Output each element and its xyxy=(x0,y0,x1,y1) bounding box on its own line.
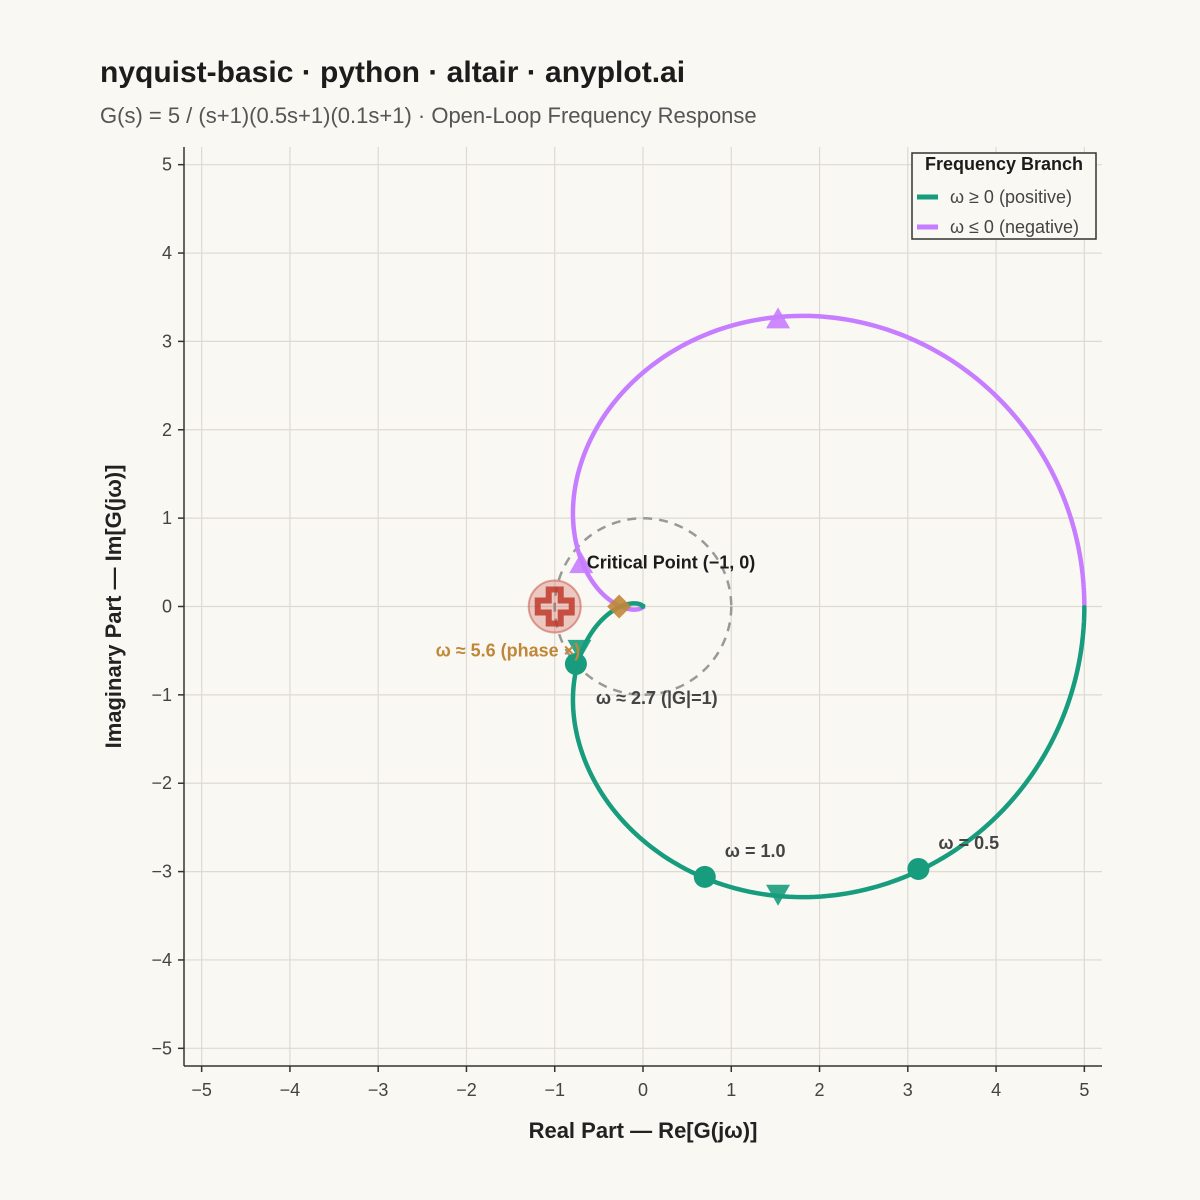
y-tick-label: −1 xyxy=(151,685,172,705)
y-tick-label: 4 xyxy=(162,243,172,263)
frequency-marker xyxy=(564,652,587,675)
phase-crossover-marker xyxy=(607,594,632,619)
x-tick-label: 0 xyxy=(638,1080,648,1100)
plot-area: ω = 0.5 ω = 1.0 ω ≈ 2.7 (|G|=1) ω ≈ 5.6 (ph… xyxy=(436,307,1087,906)
x-tick-label: 4 xyxy=(991,1080,1001,1100)
y-tick-label: −4 xyxy=(151,950,172,970)
legend-entry-negative: ω ≤ 0 (negative) xyxy=(950,217,1079,237)
x-tick-label: −5 xyxy=(191,1080,212,1100)
x-tick-label: 5 xyxy=(1079,1080,1089,1100)
legend-title: Frequency Branch xyxy=(925,154,1083,174)
x-tick-label: −4 xyxy=(280,1080,301,1100)
frequency-marker xyxy=(693,865,716,888)
series-line-negative xyxy=(570,313,1087,612)
legend: Frequency Branch ω ≥ 0 (positive) ω ≤ 0 (n… xyxy=(911,152,1097,240)
x-tick-label: −1 xyxy=(544,1080,565,1100)
x-tick-label: −3 xyxy=(368,1080,389,1100)
y-tick-label: 0 xyxy=(162,597,172,617)
y-tick-label: −2 xyxy=(151,773,172,793)
legend-entry-positive: ω ≥ 0 (positive) xyxy=(950,187,1072,207)
frequency-marker-label: ω = 1.0 xyxy=(725,841,786,861)
axes: −5 −4 −3 −2 −1 0 1 2 3 4 5 −5 −4 −3 −2 −1 0 1 2 3 4 5 Real Par… xyxy=(101,147,1102,1143)
frequency-marker-label: ω ≈ 2.7 (|G|=1) xyxy=(596,688,718,708)
y-tick-label: 5 xyxy=(162,155,172,175)
direction-arrow-negative xyxy=(766,307,791,329)
y-tick-label: −3 xyxy=(151,862,172,882)
y-tick-label: 2 xyxy=(162,420,172,440)
chart-title: nyquist-basic · python · altair · anyplo… xyxy=(100,56,686,89)
x-axis-title: Real Part — Re[G(jω)] xyxy=(529,1118,758,1143)
x-tick-label: 1 xyxy=(726,1080,736,1100)
critical-point-halo xyxy=(527,579,582,634)
x-tick-label: −2 xyxy=(456,1080,477,1100)
direction-arrow-negative xyxy=(569,552,594,574)
x-tick-label: 3 xyxy=(903,1080,913,1100)
critical-point-label: Critical Point (−1, 0) xyxy=(587,553,756,573)
series-line-positive xyxy=(570,601,1087,900)
phase-crossover-label: ω ≈ 5.6 (phase ×) xyxy=(436,641,581,661)
critical-point-marker xyxy=(534,586,575,627)
frequency-marker-label: ω = 0.5 xyxy=(938,833,999,853)
chart-subtitle: G(s) = 5 / (s+1)(0.5s+1)(0.1s+1) · Open-… xyxy=(100,103,757,128)
frequency-marker xyxy=(907,857,930,880)
legend-box xyxy=(911,152,1097,240)
y-tick-label: 3 xyxy=(162,331,172,351)
y-tick-label: 1 xyxy=(162,508,172,528)
x-tick-label: 2 xyxy=(815,1080,825,1100)
direction-arrow-positive xyxy=(766,884,791,906)
y-axis-title: Imaginary Part — Im[G(jω)] xyxy=(101,465,126,749)
unit-circle xyxy=(553,516,733,697)
y-tick-label: −5 xyxy=(151,1038,172,1058)
direction-arrow-positive xyxy=(567,639,592,661)
